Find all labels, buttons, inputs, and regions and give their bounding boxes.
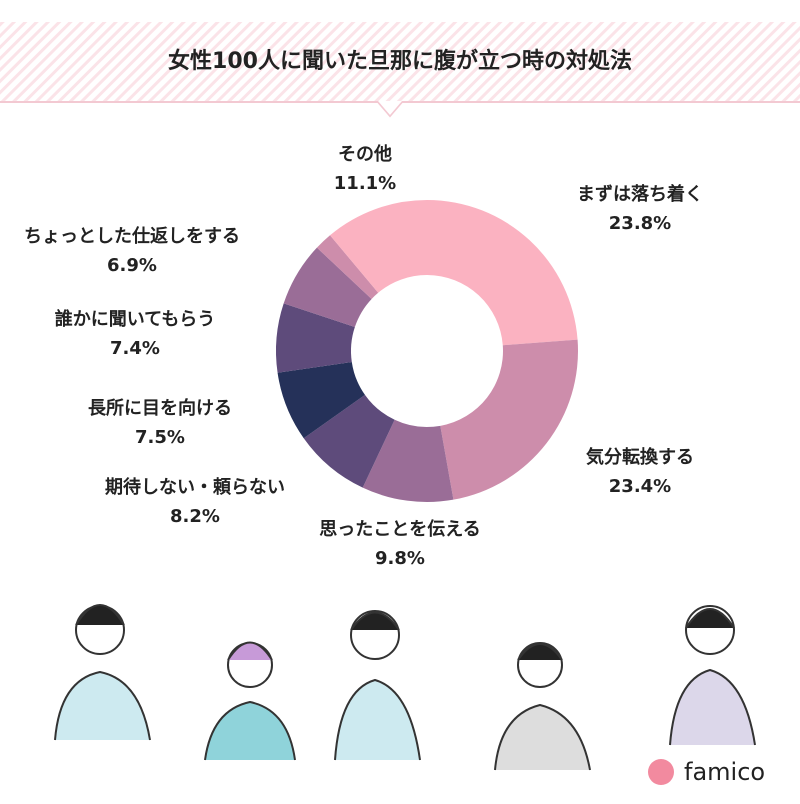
donut-slice [316,235,379,299]
donut-slice [303,394,395,488]
slice-label: 長所に目を向ける [88,397,232,419]
donut-slice [283,247,372,328]
slice-label: ちょっとした仕返しをする [24,225,240,247]
donut-slice [277,361,365,439]
illustrations [54,604,756,771]
donut [276,200,578,502]
donut-slice [440,339,578,500]
donut-slice [362,419,454,502]
title-banner [0,22,800,102]
slice-label: 誰かに聞いてもらう [55,308,216,330]
banner-notch [378,101,402,115]
slice-label: まずは落ち着く [577,183,703,205]
slice-label: 気分転換する [586,446,694,468]
slice-value: 9.8% [375,548,425,569]
slice-label: 思ったことを伝える [319,518,480,540]
banner-border [0,101,800,118]
brand-icon [648,759,674,785]
donut-slice [427,200,578,346]
donut-slice [276,303,355,373]
slice-value: 7.5% [135,427,185,448]
slice-label: 期待しない・頼らない [105,476,285,498]
slice-value: 23.4% [609,476,671,497]
slice-value: 7.4% [110,338,160,359]
slice-value: 6.9% [107,255,157,276]
slice-value: 8.2% [170,506,220,527]
chart-title: 女性100人に聞いた旦那に腹が立つ時の対処法 [168,48,632,74]
donut-slice [330,200,427,293]
slice-value: 11.1% [334,173,396,194]
slice-value: 23.8% [609,213,671,234]
slice-label: その他 [338,143,392,165]
brand-name: famico [684,758,765,786]
